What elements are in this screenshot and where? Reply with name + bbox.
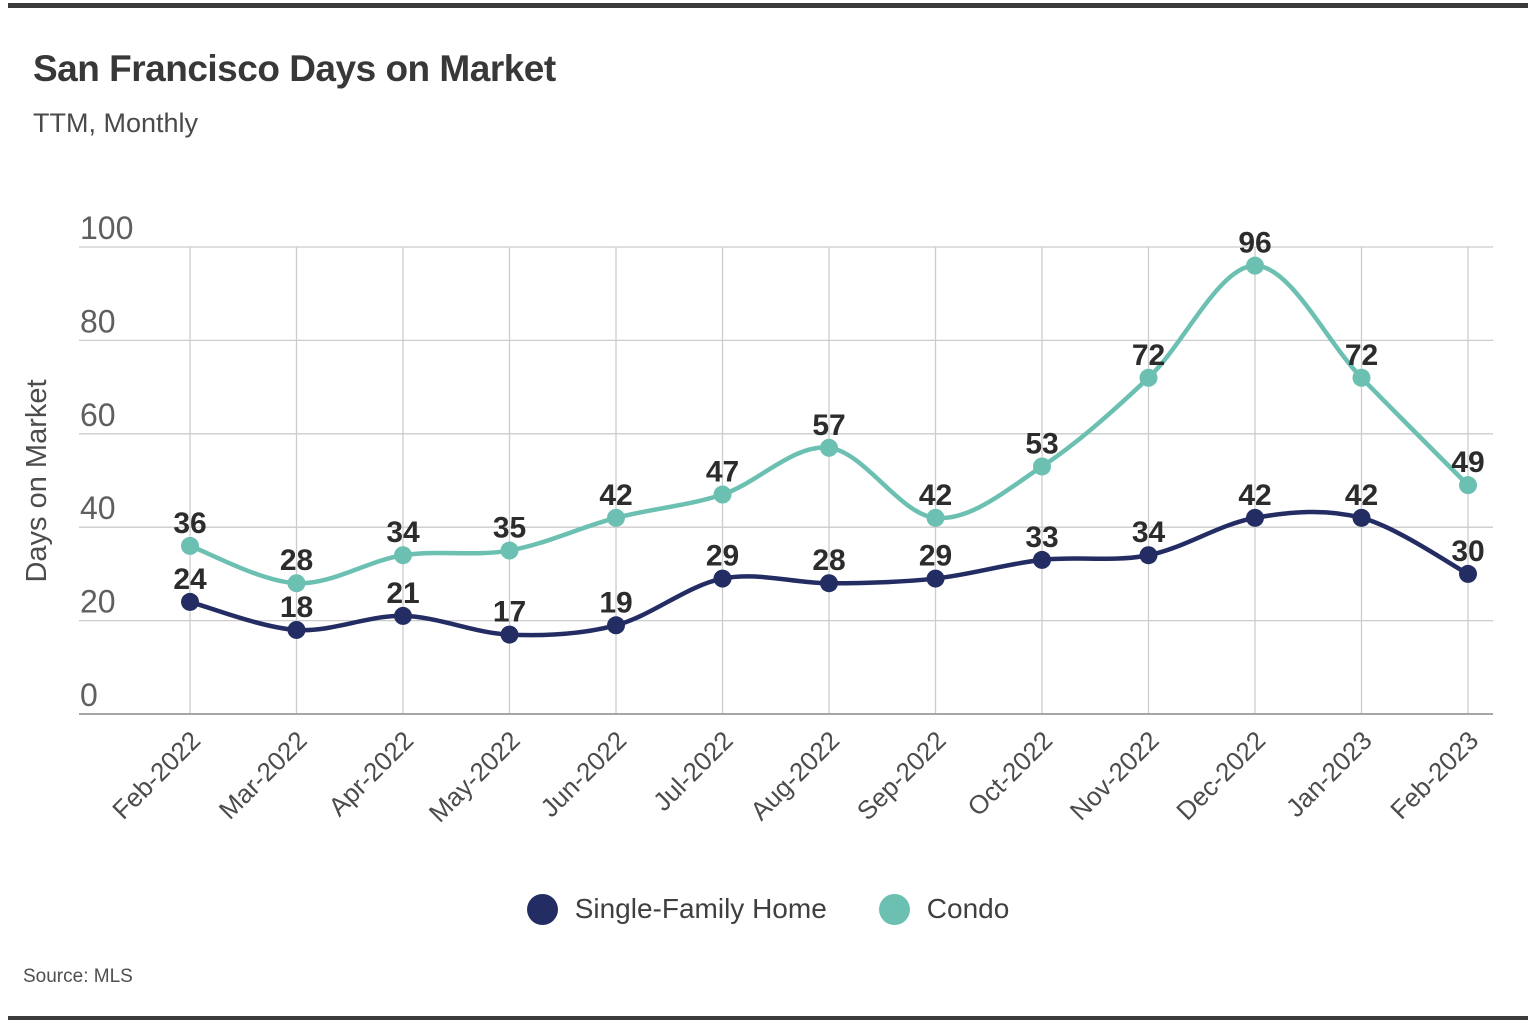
data-label-single-family-home: 42 xyxy=(1345,479,1378,512)
data-label-single-family-home: 29 xyxy=(706,540,739,573)
y-tick-label: 100 xyxy=(80,210,133,246)
x-tick-label: Apr-2022 xyxy=(322,725,419,822)
x-tick-label: Jul-2022 xyxy=(647,725,739,817)
data-point-condo xyxy=(1352,368,1371,387)
data-point-single-family-home xyxy=(287,620,306,639)
y-tick-label: 40 xyxy=(80,490,116,526)
x-tick-label: Jun-2022 xyxy=(534,725,632,823)
data-point-condo xyxy=(1459,476,1477,495)
data-label-single-family-home: 42 xyxy=(1238,479,1271,512)
page-subtitle: TTM, Monthly xyxy=(33,108,199,138)
data-label-condo: 42 xyxy=(599,479,632,512)
chart-legend: Single-Family Home Condo xyxy=(0,893,1536,925)
x-tick-label: Feb-2023 xyxy=(1384,725,1484,825)
data-point-single-family-home xyxy=(1352,508,1371,527)
data-label-condo: 96 xyxy=(1238,227,1271,260)
bottom-border xyxy=(8,1016,1528,1020)
x-tick-label: Mar-2022 xyxy=(213,725,313,825)
data-point-single-family-home xyxy=(1033,550,1051,569)
data-label-condo: 72 xyxy=(1132,339,1165,372)
source-note: Source: MLS xyxy=(23,966,133,987)
data-point-condo xyxy=(1246,256,1264,275)
x-tick-label: Jan-2023 xyxy=(1280,725,1378,823)
data-label-single-family-home: 21 xyxy=(386,577,419,610)
data-label-single-family-home: 17 xyxy=(493,596,526,629)
data-point-single-family-home xyxy=(1459,564,1477,583)
data-point-condo xyxy=(607,508,625,527)
data-label-single-family-home: 30 xyxy=(1451,535,1484,568)
data-point-single-family-home xyxy=(1139,546,1158,565)
data-point-condo xyxy=(500,541,519,560)
data-label-condo: 28 xyxy=(280,544,313,577)
series-line-condo xyxy=(187,263,1471,586)
data-label-condo: 57 xyxy=(812,409,845,442)
data-point-single-family-home xyxy=(1246,508,1264,527)
legend-swatch-condo-icon xyxy=(878,893,910,925)
x-tick-label: Feb-2022 xyxy=(106,725,206,825)
x-tick-label: Sep-2022 xyxy=(851,725,952,826)
data-point-single-family-home xyxy=(181,592,199,611)
series-line-single-family-home xyxy=(187,509,1471,638)
data-point-condo xyxy=(287,574,306,593)
data-point-single-family-home xyxy=(820,574,838,593)
data-point-condo xyxy=(713,485,732,504)
data-label-single-family-home: 24 xyxy=(173,563,207,596)
data-point-single-family-home xyxy=(713,569,732,588)
data-point-condo xyxy=(181,536,199,555)
top-border xyxy=(8,3,1528,8)
data-label-single-family-home: 34 xyxy=(1132,516,1166,549)
data-label-condo: 36 xyxy=(173,507,206,540)
data-label-condo: 53 xyxy=(1025,427,1058,460)
data-label-condo: 34 xyxy=(386,516,420,549)
data-point-condo xyxy=(820,438,838,457)
data-point-single-family-home xyxy=(500,625,519,644)
data-point-single-family-home xyxy=(394,606,412,625)
data-point-single-family-home xyxy=(926,569,945,588)
legend-label-condo: Condo xyxy=(926,893,1010,924)
data-label-condo: 72 xyxy=(1345,339,1378,372)
x-tick-label: May-2022 xyxy=(423,725,526,828)
x-tick-label: Dec-2022 xyxy=(1170,725,1271,826)
data-point-condo xyxy=(394,546,412,565)
data-label-condo: 35 xyxy=(493,512,526,545)
y-tick-label: 20 xyxy=(80,584,116,620)
data-point-single-family-home xyxy=(607,616,625,635)
y-tick-label: 60 xyxy=(80,397,116,433)
legend-item-single-family-home: Single-Family Home xyxy=(526,893,827,925)
data-label-condo: 42 xyxy=(919,479,952,512)
data-label-single-family-home: 33 xyxy=(1025,521,1058,554)
data-label-condo: 49 xyxy=(1451,446,1484,479)
legend-swatch-single-family-home-icon xyxy=(526,893,558,925)
data-label-single-family-home: 18 xyxy=(280,591,313,624)
legend-label-single-family-home: Single-Family Home xyxy=(574,893,827,924)
data-point-condo xyxy=(926,508,945,527)
page-title: San Francisco Days on Market xyxy=(33,48,556,89)
y-tick-label: 80 xyxy=(80,303,116,339)
legend-item-condo: Condo xyxy=(878,893,1010,925)
data-point-condo xyxy=(1139,368,1158,387)
x-tick-label: Nov-2022 xyxy=(1064,725,1165,826)
data-label-single-family-home: 28 xyxy=(812,544,845,577)
data-label-single-family-home: 29 xyxy=(919,540,952,573)
data-point-condo xyxy=(1033,457,1051,476)
x-tick-label: Oct-2022 xyxy=(961,725,1058,822)
data-label-condo: 47 xyxy=(706,456,739,489)
x-tick-label: Aug-2022 xyxy=(744,725,845,826)
y-tick-label: 0 xyxy=(80,677,98,713)
data-label-single-family-home: 19 xyxy=(599,586,632,619)
y-axis-title: Days on Market xyxy=(21,379,53,582)
